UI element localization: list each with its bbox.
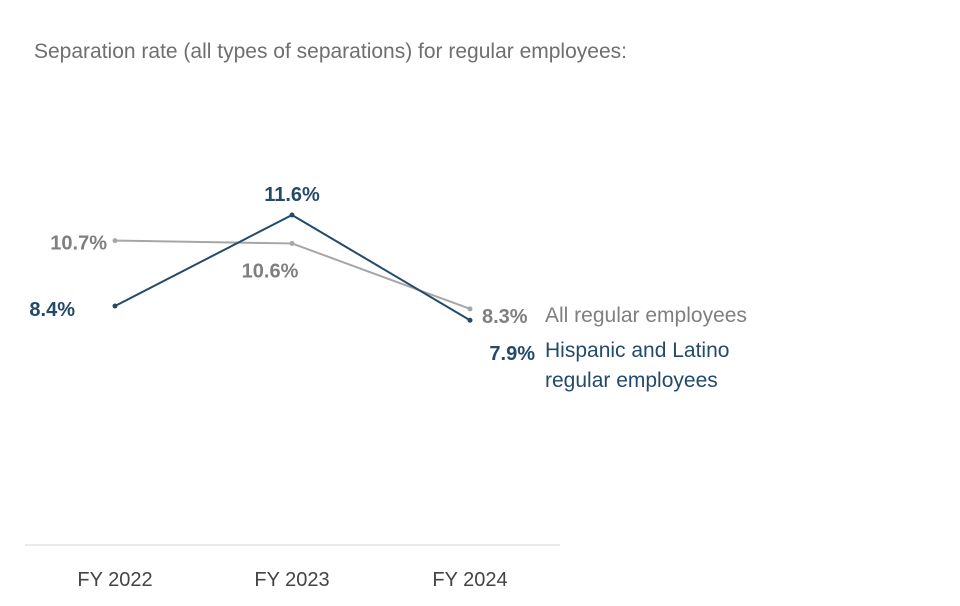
data-point-all-employees xyxy=(467,306,473,312)
data-label-hispanic-latino: 8.4% xyxy=(29,299,75,321)
data-point-all-employees xyxy=(112,238,118,244)
data-label-all-employees: 10.7% xyxy=(50,233,107,255)
data-point-hispanic-latino xyxy=(112,303,118,309)
data-label-all-employees: 10.6% xyxy=(242,260,299,282)
legend-label-hispanic-latino: Hispanic and Latino regular employees xyxy=(545,339,729,392)
data-point-hispanic-latino xyxy=(289,212,295,218)
series-group xyxy=(112,212,473,323)
x-tick-label: FY 2022 xyxy=(77,569,152,591)
legend-label-line: regular employees xyxy=(545,369,718,392)
legend-label-all-employees: All regular employees xyxy=(545,304,747,327)
x-tick-label: FY 2023 xyxy=(254,569,329,591)
data-label-hispanic-latino: 11.6% xyxy=(264,184,320,206)
chart-title: Separation rate (all types of separation… xyxy=(34,40,627,63)
legend-label-line: Hispanic and Latino xyxy=(545,339,729,362)
data-point-hispanic-latino xyxy=(467,317,473,323)
data-label-all-employees: 8.3% xyxy=(482,306,528,328)
x-axis: FY 2022 FY 2023 FY 2024 xyxy=(25,544,560,591)
x-tick-label: FY 2024 xyxy=(432,569,507,591)
data-labels: 10.7% 10.6% 8.3% 8.4% 11.6% 7.9% xyxy=(29,184,535,365)
data-point-all-employees xyxy=(289,240,295,246)
data-label-hispanic-latino: 7.9% xyxy=(489,343,535,365)
legend: All regular employees Hispanic and Latino… xyxy=(545,304,747,392)
